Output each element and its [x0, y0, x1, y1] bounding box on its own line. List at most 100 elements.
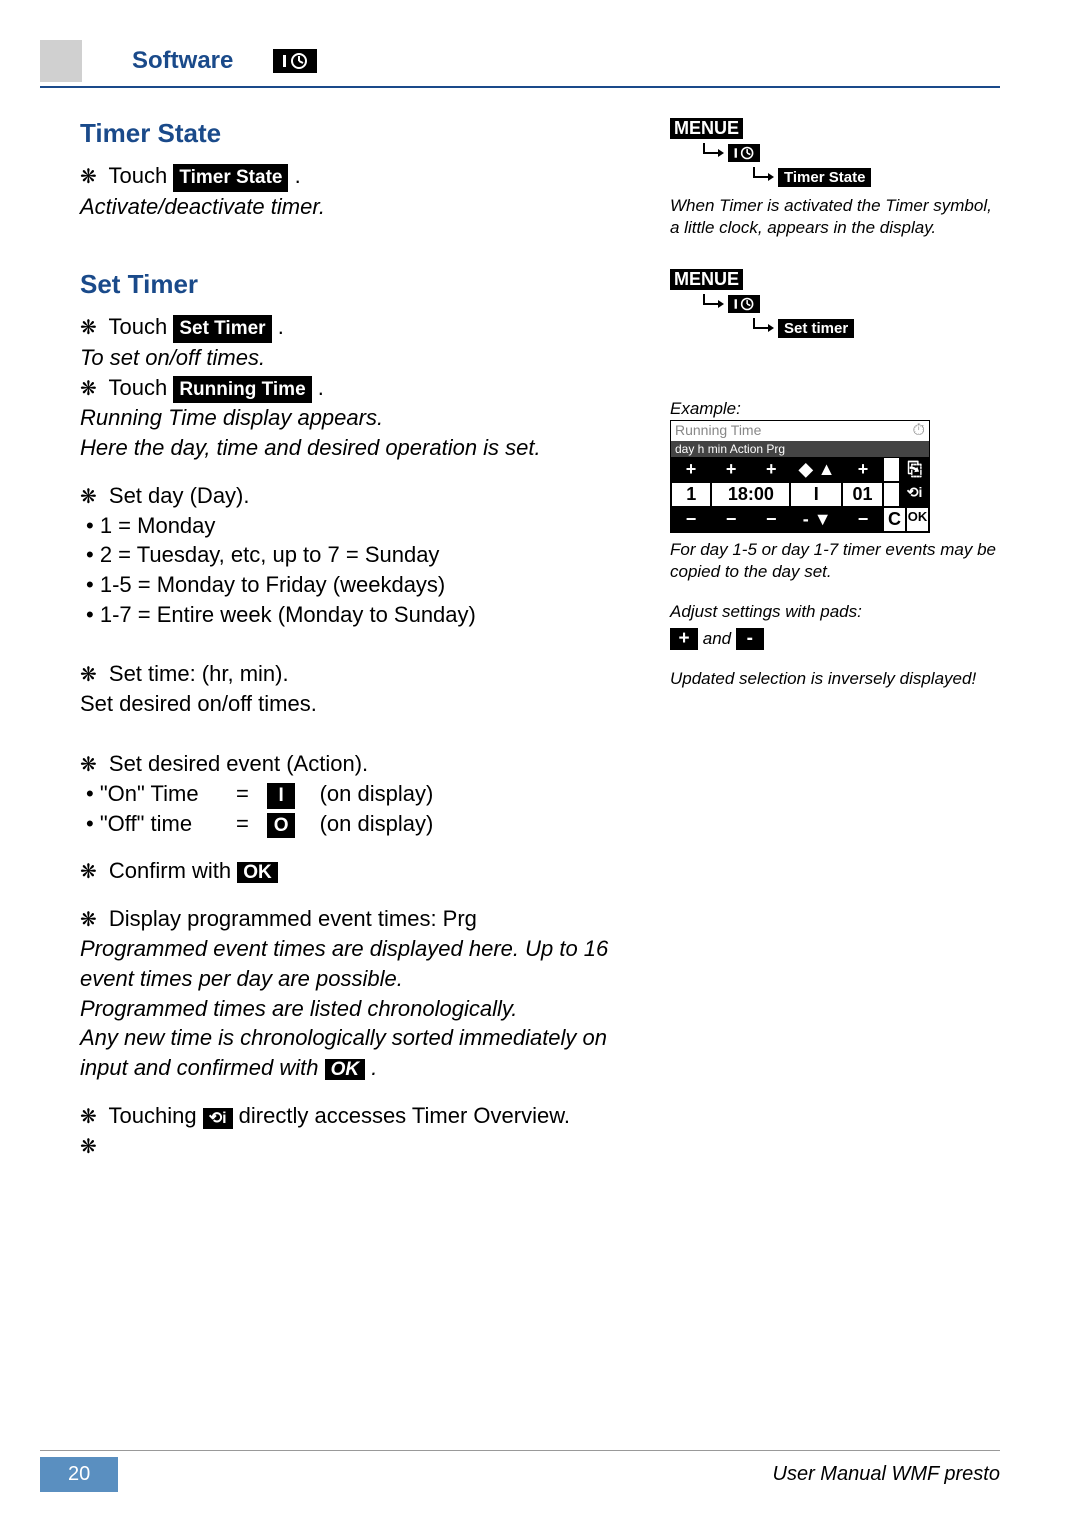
off-time-label: "Off" time	[100, 809, 230, 839]
bullet-icon: ❋	[80, 664, 97, 686]
touching-label: Touching	[108, 1103, 196, 1128]
plus-button[interactable]: +	[711, 457, 751, 482]
header-section-title: Software	[132, 47, 233, 75]
running-time-button[interactable]: Running Time	[173, 376, 311, 404]
prg-desc2: Programmed times are listed chronologica…	[80, 994, 640, 1024]
example-label: Example:	[670, 398, 1000, 420]
timer-state-caption: When Timer is activated the Timer symbol…	[670, 195, 1000, 239]
plus-minus-row: + and -	[670, 628, 1000, 650]
timer-state-desc: Activate/deactivate timer.	[80, 192, 640, 222]
set-timer-button[interactable]: Set Timer	[173, 315, 271, 343]
day-value: 1	[671, 482, 711, 507]
set-event-label: Set desired event (Action).	[109, 751, 368, 776]
plus-button[interactable]: +	[671, 457, 711, 482]
bullet-icon: ❋	[80, 166, 97, 188]
footer: 20 User Manual WMF presto	[40, 1450, 1000, 1492]
touch-label: Touch	[108, 314, 167, 339]
clock-icon	[273, 49, 317, 73]
display-prg-line: ❋ Display programmed event times: Prg	[80, 904, 640, 934]
day-list: 1 = Monday 2 = Tuesday, etc, up to 7 = S…	[80, 511, 640, 630]
minus-button[interactable]: −	[671, 507, 711, 532]
updown-icon[interactable]: - ▼	[791, 507, 843, 532]
page-number: 20	[40, 1457, 118, 1492]
prg-desc3: Any new time is chronologically sorted i…	[80, 1023, 640, 1082]
ok-button[interactable]: OK	[237, 862, 278, 883]
touch-label: Touch	[108, 163, 167, 188]
bullet-icon: ❋	[80, 909, 97, 931]
set-timer-tag: Set timer	[778, 319, 854, 338]
c-button[interactable]: C	[883, 507, 906, 532]
bullet-icon: ❋	[80, 861, 97, 883]
menu-label: MENUE	[670, 269, 743, 290]
set-day-label: Set day (Day).	[109, 483, 250, 508]
adjust-label: Adjust settings with pads:	[670, 601, 1000, 623]
bullet-empty: ❋	[80, 1131, 640, 1161]
header-gray-box	[40, 40, 82, 82]
touching-line: ❋ Touching ⟲i directly accesses Timer Ov…	[80, 1101, 640, 1131]
minus-button[interactable]: −	[711, 507, 751, 532]
touching-desc: directly accesses Timer Overview.	[239, 1103, 570, 1128]
minus-button[interactable]: −	[751, 507, 791, 532]
example-caption: For day 1-5 or day 1-7 timer events may …	[670, 539, 1000, 583]
time-value: 18:00	[711, 482, 790, 507]
off-display: (on display)	[320, 811, 434, 836]
spacer	[883, 482, 900, 507]
list-item: 2 = Tuesday, etc, up to 7 = Sunday	[86, 540, 640, 570]
overview-icon[interactable]: ⟲i	[900, 482, 929, 507]
list-item: 1-7 = Entire week (Monday to Sunday)	[86, 600, 640, 630]
and-label: and	[703, 629, 731, 648]
confirm-label: Confirm with	[109, 858, 231, 883]
timer-state-tag: Timer State	[778, 168, 871, 187]
touch-label: Touch	[108, 375, 167, 400]
set-timer-line1: ❋ Touch Set Timer .	[80, 312, 640, 343]
set-time-label: Set time: (hr, min).	[109, 661, 289, 686]
set-timer-desc2: Running Time display appears.	[80, 403, 640, 433]
prg-desc1: Programmed event times are displayed her…	[80, 934, 640, 993]
updated-caption: Updated selection is inversely displayed…	[670, 668, 1000, 690]
set-timer-desc3: Here the day, time and desired operation…	[80, 433, 640, 463]
plus-button[interactable]: +	[843, 457, 883, 482]
spacer	[883, 457, 900, 482]
menu-diagram-1: MENUE Timer State	[670, 118, 1000, 187]
ok-button[interactable]: OK	[325, 1059, 366, 1080]
copy-icon[interactable]: ⎘	[900, 457, 929, 482]
set-day-line: ❋ Set day (Day).	[80, 481, 640, 511]
set-timer-title: Set Timer	[80, 269, 640, 300]
minus-button[interactable]: −	[843, 507, 883, 532]
minus-pad[interactable]: -	[736, 628, 764, 650]
plus-button[interactable]: +	[751, 457, 791, 482]
set-time-line: ❋ Set time: (hr, min).	[80, 659, 640, 689]
clock-icon	[913, 422, 925, 440]
timer-state-touch-line: ❋ Touch Timer State .	[80, 161, 640, 192]
bullet-icon: ❋	[80, 317, 97, 339]
on-symbol: I	[267, 783, 295, 809]
list-item: 1 = Monday	[86, 511, 640, 541]
on-display: (on display)	[320, 781, 434, 806]
header-row: Software	[40, 40, 1000, 88]
menu-diagram-2: MENUE Set timer	[670, 269, 1000, 338]
set-time-desc: Set desired on/off times.	[80, 689, 640, 719]
action-value: I	[790, 482, 842, 507]
ok-cell-button[interactable]: OK	[906, 507, 929, 532]
list-item: 1-5 = Monday to Friday (weekdays)	[86, 570, 640, 600]
overview-icon[interactable]: ⟲i	[203, 1108, 233, 1130]
timer-state-button[interactable]: Timer State	[173, 164, 288, 192]
clock-icon	[728, 295, 760, 313]
example-table: Running Time day h min Action Prg + + + …	[670, 420, 930, 533]
menu-label: MENUE	[670, 118, 743, 139]
bullet-icon: ❋	[80, 1106, 97, 1128]
display-prg: Display programmed event times: Prg	[109, 906, 477, 931]
footer-title: User Manual WMF presto	[773, 1463, 1000, 1486]
col-hdr: day h min Action Prg	[671, 441, 929, 457]
timer-state-title: Timer State	[80, 118, 640, 149]
updown-icon[interactable]: ◆ ▲	[791, 457, 843, 482]
confirm-line: ❋ Confirm with OK	[80, 856, 640, 886]
list-item: "Off" time = O (on display)	[86, 809, 640, 839]
plus-pad[interactable]: +	[670, 628, 698, 650]
set-event-line: ❋ Set desired event (Action).	[80, 749, 640, 779]
bullet-icon: ❋	[80, 486, 97, 508]
set-timer-desc1: To set on/off times.	[80, 343, 640, 373]
running-time-hdr: Running Time	[675, 422, 761, 440]
bullet-icon: ❋	[80, 378, 97, 400]
list-item: "On" Time = I (on display)	[86, 779, 640, 809]
